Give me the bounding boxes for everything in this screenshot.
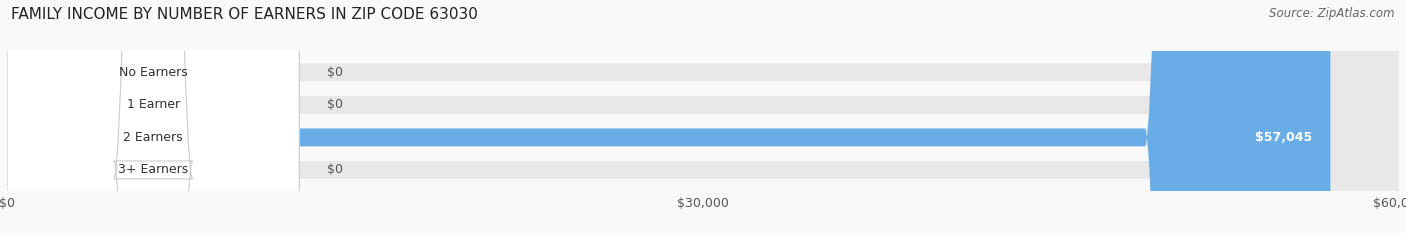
- FancyBboxPatch shape: [7, 0, 299, 233]
- Text: 3+ Earners: 3+ Earners: [118, 163, 188, 176]
- Text: 1 Earner: 1 Earner: [127, 98, 180, 111]
- FancyBboxPatch shape: [7, 0, 1399, 233]
- FancyBboxPatch shape: [7, 0, 1399, 233]
- FancyBboxPatch shape: [7, 0, 299, 233]
- Text: $57,045: $57,045: [1254, 131, 1312, 144]
- FancyBboxPatch shape: [7, 0, 299, 233]
- FancyBboxPatch shape: [7, 0, 299, 233]
- Text: No Earners: No Earners: [120, 66, 187, 79]
- Text: 2 Earners: 2 Earners: [124, 131, 183, 144]
- Text: $0: $0: [328, 98, 343, 111]
- Text: $0: $0: [328, 163, 343, 176]
- FancyBboxPatch shape: [7, 0, 299, 233]
- FancyBboxPatch shape: [7, 0, 299, 233]
- FancyBboxPatch shape: [7, 0, 1399, 233]
- Text: Source: ZipAtlas.com: Source: ZipAtlas.com: [1270, 7, 1395, 20]
- Text: $0: $0: [328, 66, 343, 79]
- FancyBboxPatch shape: [7, 0, 1330, 233]
- Text: FAMILY INCOME BY NUMBER OF EARNERS IN ZIP CODE 63030: FAMILY INCOME BY NUMBER OF EARNERS IN ZI…: [11, 7, 478, 22]
- FancyBboxPatch shape: [7, 0, 299, 233]
- FancyBboxPatch shape: [7, 0, 1399, 233]
